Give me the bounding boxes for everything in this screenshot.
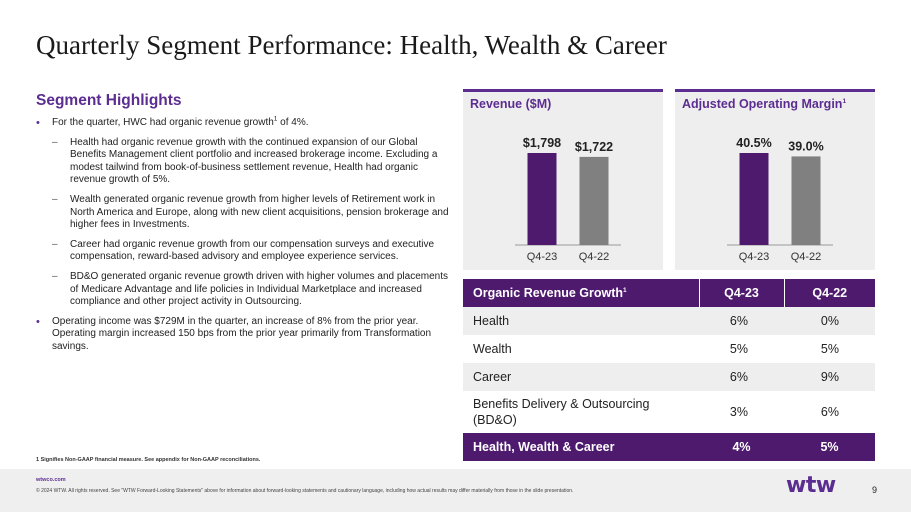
chart-data-label: 39.0% xyxy=(788,139,823,153)
row-label: Career xyxy=(463,363,699,391)
wtw-logo: wtw xyxy=(786,473,836,498)
highlight-sub-wealth: Wealth generated organic revenue growth … xyxy=(36,194,454,232)
revenue-chart: $1,798 Q4-23 $1,722 Q4-22 xyxy=(515,136,621,263)
organic-growth-table: Organic Revenue Growth1 Q4-23 Q4-22 Heal… xyxy=(463,279,875,461)
footer-site-link[interactable]: wtwco.com xyxy=(36,477,66,483)
row-label: Health xyxy=(463,307,699,335)
table-row: Benefits Delivery & Outsourcing (BD&O) 3… xyxy=(463,391,875,433)
row-q2: 9% xyxy=(784,363,875,391)
row-q1: 5% xyxy=(699,335,784,363)
table-row: Career 6% 9% xyxy=(463,363,875,391)
highlight-sub-health: Health had organic revenue growth with t… xyxy=(36,137,454,187)
chart-tick-label: Q4-23 xyxy=(527,251,558,263)
total-q2: 5% xyxy=(784,433,875,461)
table-header-q2: Q4-22 xyxy=(784,279,875,307)
table-row: Health 6% 0% xyxy=(463,307,875,335)
segment-highlights: Segment Highlights For the quarter, HWC … xyxy=(36,92,454,361)
table-header-row: Organic Revenue Growth1 Q4-23 Q4-22 xyxy=(463,279,875,307)
row-q2: 6% xyxy=(784,391,875,433)
revenue-chart-title: Revenue ($M) xyxy=(470,97,552,111)
highlight-bullet: For the quarter, HWC had organic revenue… xyxy=(36,116,454,130)
table-total-row: Health, Wealth & Career 4% 5% xyxy=(463,433,875,461)
row-q1: 3% xyxy=(699,391,784,433)
chart-bar-q4-22 xyxy=(791,156,821,245)
page-number: 9 xyxy=(872,485,878,495)
row-q2: 0% xyxy=(784,307,875,335)
highlights-heading: Segment Highlights xyxy=(36,92,182,109)
margin-chart-panel: Adjusted Operating Margin1 40.5% Q4-23 39.… xyxy=(675,89,875,270)
row-label: Benefits Delivery & Outsourcing (BD&O) xyxy=(463,391,699,433)
chart-data-label: $1,722 xyxy=(575,140,613,154)
footer-copyright: © 2024 WTW. All rights reserved. See "WT… xyxy=(36,488,574,494)
row-q1: 6% xyxy=(699,363,784,391)
total-q1: 4% xyxy=(699,433,784,461)
chart-tick-label: Q4-23 xyxy=(739,251,770,263)
chart-data-label: 40.5% xyxy=(736,136,771,150)
chart-data-label: $1,798 xyxy=(523,136,561,150)
row-label: Wealth xyxy=(463,335,699,363)
page-title: Quarterly Segment Performance: Health, W… xyxy=(36,30,667,60)
table-header-q1: Q4-23 xyxy=(699,279,785,307)
margin-chart-title: Adjusted Operating Margin1 xyxy=(682,97,847,111)
table-row: Wealth 5% 5% xyxy=(463,335,875,363)
total-label: Health, Wealth & Career xyxy=(463,433,699,461)
row-q2: 5% xyxy=(784,335,875,363)
chart-tick-label: Q4-22 xyxy=(791,251,822,263)
chart-bar-q4-23 xyxy=(739,153,769,245)
chart-tick-label: Q4-22 xyxy=(579,251,610,263)
table-header-label: Organic Revenue Growth1 xyxy=(463,279,700,307)
chart-bar-q4-23 xyxy=(527,153,557,245)
highlight-sub-bdo: BD&O generated organic revenue growth dr… xyxy=(36,271,454,309)
chart-bar-q4-22 xyxy=(579,156,609,245)
row-q1: 6% xyxy=(699,307,784,335)
margin-chart: 40.5% Q4-23 39.0% Q4-22 xyxy=(727,136,833,263)
footnote: 1 Signifies Non-GAAP financial measure. … xyxy=(36,457,261,463)
footer xyxy=(0,469,911,512)
highlight-sub-career: Career had organic revenue growth from o… xyxy=(36,239,454,264)
revenue-chart-panel: Revenue ($M) $1,798 Q4-23 $1,722 Q4-22 xyxy=(463,89,663,270)
highlight-bullet-operating-income: Operating income was $729M in the quarte… xyxy=(36,316,454,354)
